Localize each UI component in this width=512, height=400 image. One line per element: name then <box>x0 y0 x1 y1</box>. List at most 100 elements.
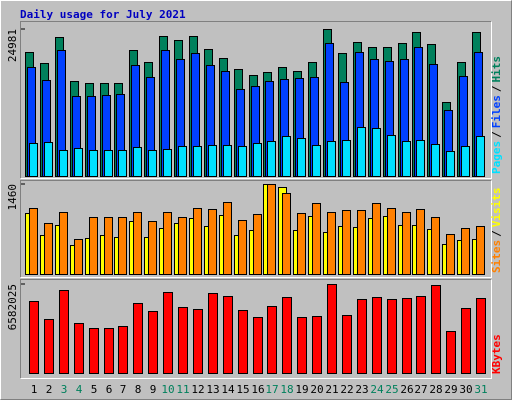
x-tick-label: 2 <box>46 383 53 396</box>
bar <box>133 303 143 374</box>
bar <box>267 306 277 374</box>
x-tick-label: 11 <box>176 383 189 396</box>
x-tick-label: 16 <box>251 383 264 396</box>
x-tick-label: 31 <box>474 383 487 396</box>
bar <box>446 331 456 374</box>
bar <box>476 136 485 177</box>
x-tick-label: 24 <box>370 383 384 396</box>
bar <box>476 298 486 374</box>
legend-separator: / <box>490 131 503 138</box>
x-tick-label: 23 <box>355 383 368 396</box>
bar <box>104 217 113 275</box>
bar <box>387 135 396 177</box>
bar <box>446 234 455 275</box>
x-tick-label: 10 <box>161 383 174 396</box>
bar <box>104 150 113 177</box>
x-tick-label: 9 <box>150 383 157 396</box>
bar <box>282 193 291 275</box>
bar <box>327 284 337 374</box>
bar <box>29 301 39 374</box>
bar <box>416 209 425 275</box>
x-tick-label: 27 <box>414 383 427 396</box>
x-tick-label: 15 <box>236 383 249 396</box>
bar <box>431 217 440 275</box>
bar <box>148 150 157 177</box>
bar <box>118 150 127 177</box>
x-tick-label: 8 <box>135 383 142 396</box>
panel-bevel-dark <box>20 279 492 379</box>
bar <box>208 209 217 275</box>
bar <box>208 145 217 177</box>
bar <box>372 128 381 177</box>
y-tick-label: 6582025 <box>6 284 19 330</box>
x-tick-label: 14 <box>221 383 235 396</box>
bar <box>238 220 247 275</box>
legend: Pages / Files / Hits <box>490 56 503 174</box>
bar <box>163 292 173 374</box>
bar <box>238 310 248 374</box>
bar <box>44 223 53 275</box>
bar <box>178 146 187 177</box>
bar <box>148 221 157 275</box>
bar <box>133 212 142 275</box>
bar <box>327 212 336 275</box>
bar <box>312 145 321 177</box>
bar <box>402 212 411 275</box>
bar <box>89 150 98 177</box>
bar <box>29 143 38 177</box>
legend-entry: Hits <box>490 56 503 83</box>
bar <box>416 140 425 177</box>
bar <box>193 309 203 374</box>
bar <box>267 141 276 177</box>
bar <box>59 150 68 177</box>
bar <box>297 317 307 374</box>
bar <box>372 297 382 374</box>
bar <box>59 212 68 275</box>
bar <box>178 217 187 275</box>
bar <box>178 307 188 374</box>
bar <box>104 328 114 374</box>
bar <box>461 228 470 275</box>
legend-entry: Files <box>490 95 503 128</box>
x-tick-label: 17 <box>265 383 278 396</box>
bar <box>461 146 470 177</box>
bar <box>163 212 172 275</box>
panel-bevel-light <box>20 21 492 179</box>
bar <box>357 210 366 275</box>
legend-separator: / <box>490 230 503 237</box>
legend-entry: Pages <box>490 141 503 174</box>
bar <box>312 203 321 275</box>
bar <box>29 208 38 275</box>
bar <box>372 203 381 275</box>
bar <box>163 149 172 177</box>
bar <box>446 151 455 177</box>
x-tick-label: 21 <box>325 383 338 396</box>
x-tick-label: 30 <box>459 383 472 396</box>
bar <box>223 145 232 177</box>
panel-bevel-dark <box>20 21 492 179</box>
bar <box>74 323 84 374</box>
bar <box>387 208 396 275</box>
bar <box>44 319 54 374</box>
bar <box>402 141 411 177</box>
bar <box>387 299 397 374</box>
bar <box>208 293 218 374</box>
legend: KBytes <box>490 334 503 374</box>
x-tick-label: 20 <box>310 383 323 396</box>
x-tick-label: 7 <box>120 383 127 396</box>
bar <box>431 285 441 374</box>
bar <box>416 296 426 374</box>
x-tick-label: 3 <box>61 383 68 396</box>
bar <box>118 326 128 374</box>
panel-bevel-light <box>20 180 492 278</box>
bar <box>342 315 352 374</box>
x-tick-label: 28 <box>429 383 442 396</box>
x-tick-label: 22 <box>340 383 353 396</box>
x-tick-label: 12 <box>191 383 204 396</box>
legend-separator: / <box>490 85 503 92</box>
x-tick-label: 6 <box>106 383 113 396</box>
bar <box>297 138 306 177</box>
x-tick-label: 19 <box>295 383 308 396</box>
